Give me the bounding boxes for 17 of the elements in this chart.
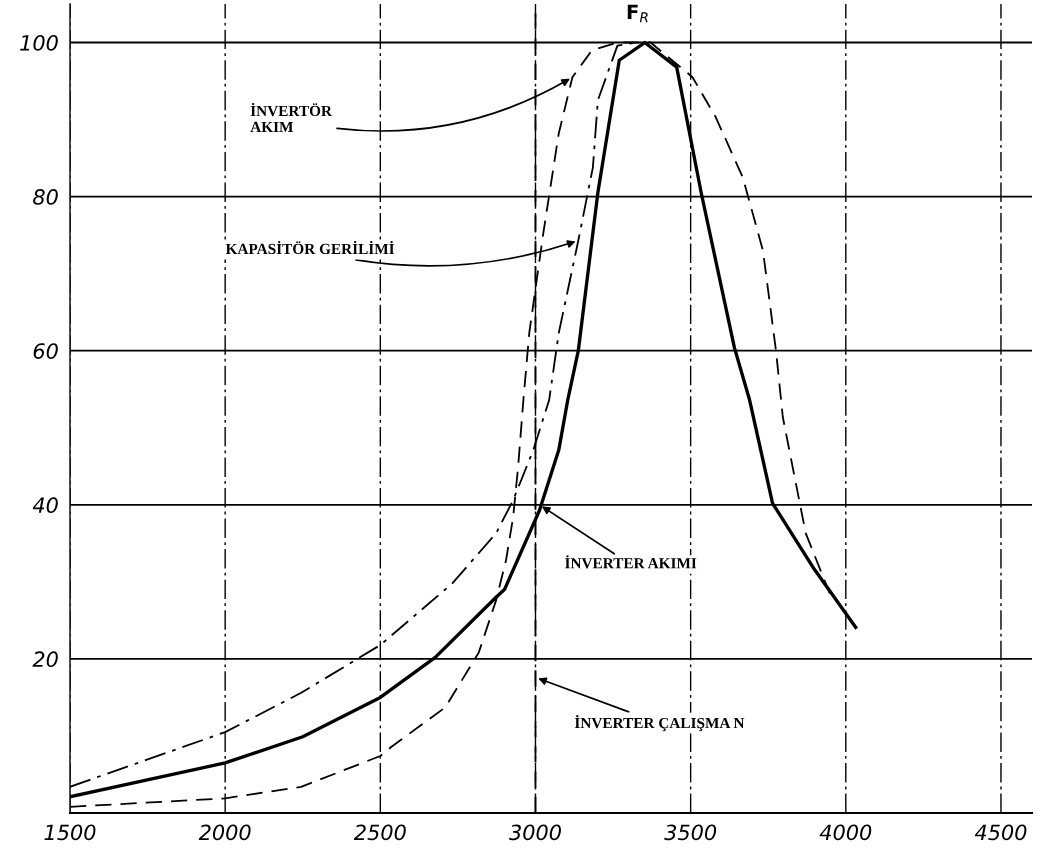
annotation: İNVERTÖR AKIM: [250, 102, 333, 132]
y-tick-label: 80: [33, 189, 58, 205]
x-tick-label: 3000: [509, 824, 561, 841]
annotation: KAPASİTÖR GERİLİMİ: [225, 240, 395, 255]
y-tick-label: 60: [33, 343, 58, 359]
annotation: İNVERTER AKIMI: [565, 555, 697, 569]
y-tick-label: 100: [20, 34, 58, 51]
x-tick-label: 3500: [664, 824, 717, 841]
x-tick-label: 1500: [44, 824, 96, 841]
x-tick-label: 4000: [819, 824, 872, 841]
annotation: İNVERTER ÇALIŞMA N: [574, 715, 745, 732]
x-tick-label: 2500: [353, 824, 406, 841]
x-tick-label: 2000: [198, 824, 251, 841]
y-tick-label: 40: [32, 497, 58, 514]
y-tick-label: 20: [32, 651, 58, 668]
annotation: F$_{R}$: [627, 4, 648, 23]
x-tick-label: 4500: [974, 824, 1027, 841]
